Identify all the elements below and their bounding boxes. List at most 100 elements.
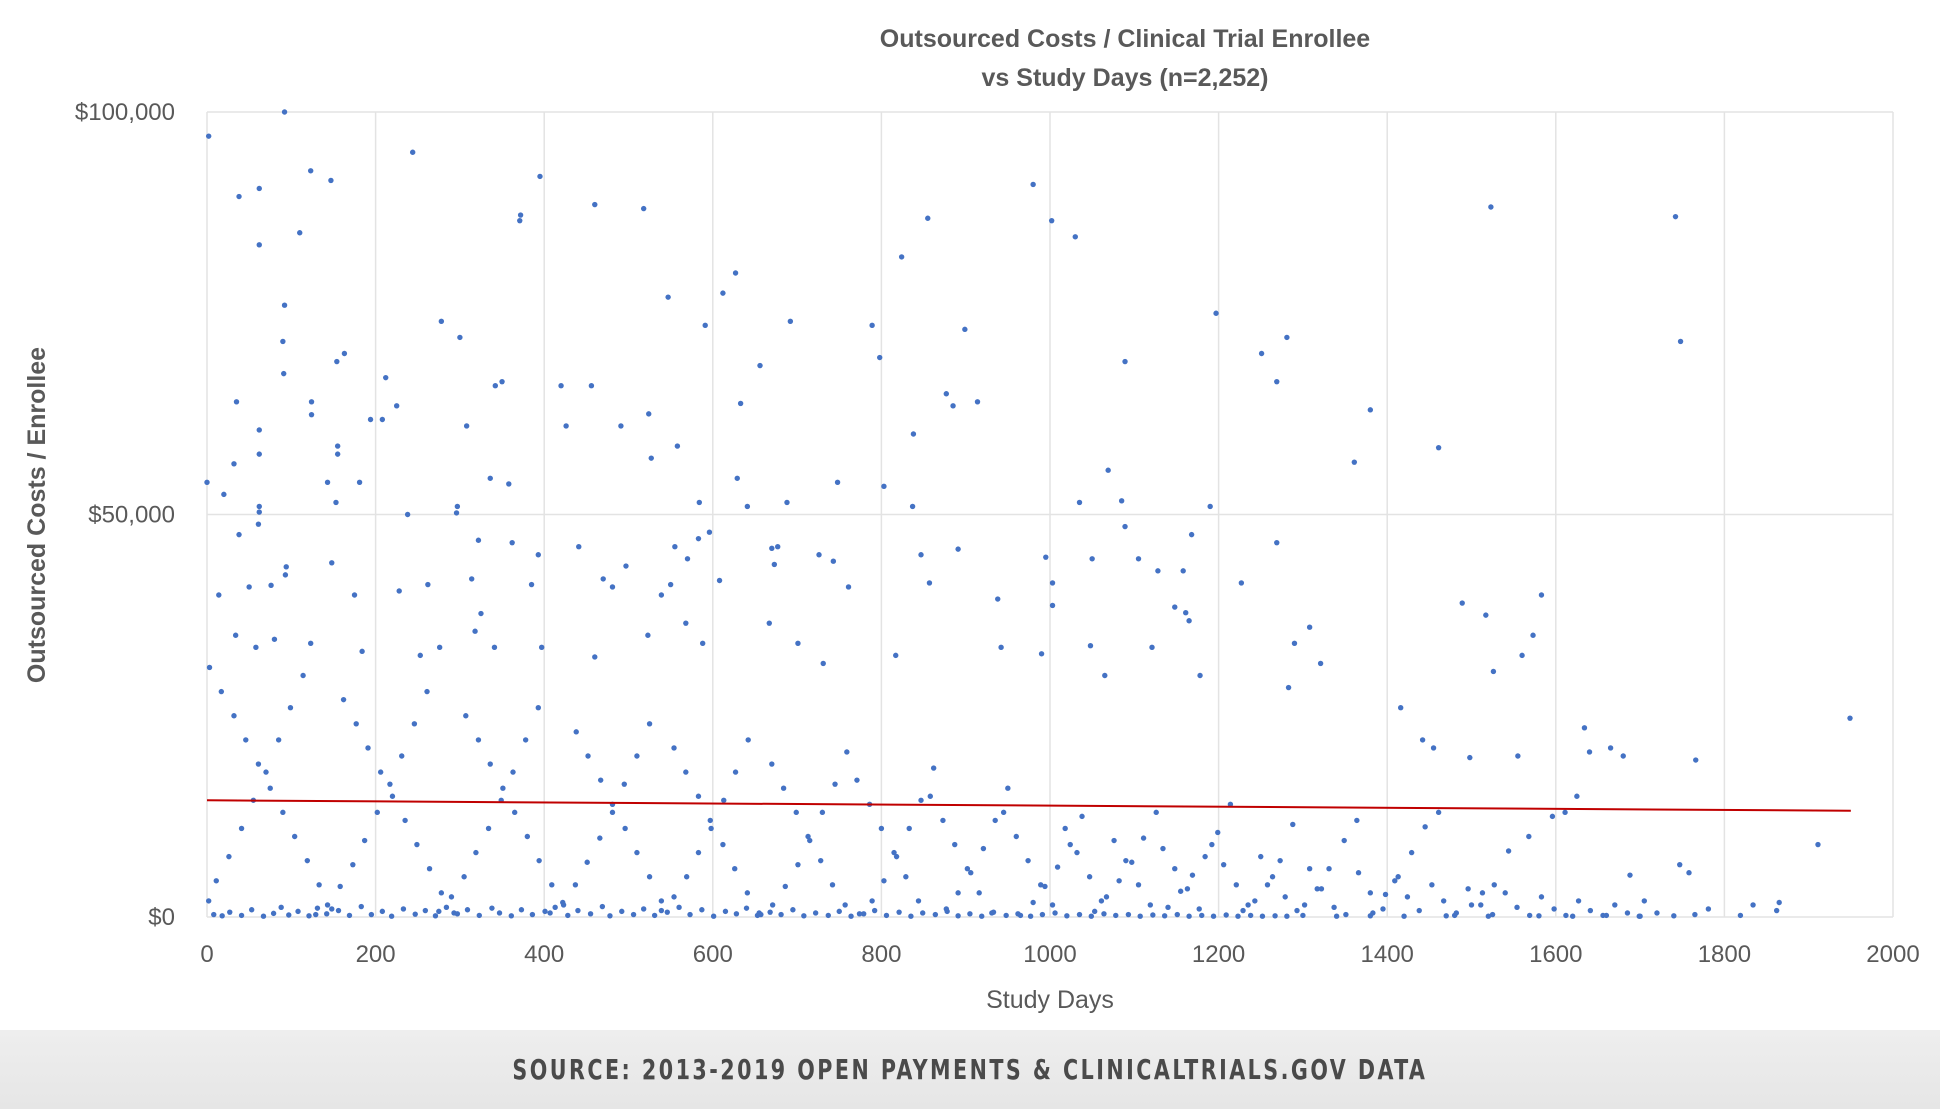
data-point — [720, 290, 726, 296]
data-point — [424, 688, 430, 695]
data-point — [351, 592, 358, 598]
data-point — [511, 809, 518, 816]
data-point — [353, 721, 359, 727]
data-point — [1514, 904, 1520, 911]
data-point — [1306, 624, 1313, 630]
data-point — [1135, 556, 1142, 562]
data-point — [346, 912, 353, 919]
y-tick-label: $100,000 — [75, 99, 175, 126]
data-point — [1422, 824, 1428, 830]
data-point — [457, 334, 463, 341]
data-point — [324, 911, 330, 917]
data-point — [306, 913, 312, 919]
data-point — [227, 909, 233, 915]
y-tick-label: $0 — [148, 904, 175, 931]
data-point — [778, 911, 784, 918]
data-point — [640, 906, 647, 912]
data-point — [1140, 835, 1147, 841]
data-point — [1569, 913, 1576, 919]
data-point — [834, 479, 841, 485]
data-point — [255, 761, 262, 767]
data-point — [1776, 899, 1782, 906]
data-point — [1490, 668, 1497, 675]
data-point — [1042, 883, 1048, 890]
data-point — [621, 781, 627, 787]
data-point — [324, 479, 331, 485]
data-point — [1641, 898, 1648, 904]
data-point — [1160, 845, 1166, 852]
data-point — [218, 688, 225, 695]
data-point — [387, 781, 393, 787]
data-point — [955, 546, 961, 552]
data-point — [696, 499, 703, 506]
data-point — [221, 491, 227, 498]
data-point — [805, 833, 811, 840]
data-point — [771, 561, 778, 568]
data-point — [918, 552, 924, 558]
data-point — [377, 769, 384, 775]
data-point — [219, 913, 225, 919]
data-point — [640, 205, 647, 212]
data-point — [684, 556, 691, 562]
data-point — [1294, 907, 1300, 914]
data-point — [500, 785, 506, 791]
data-point — [1049, 580, 1056, 586]
data-point — [529, 911, 536, 918]
data-point — [404, 511, 411, 518]
x-tick-label: 800 — [861, 941, 901, 968]
data-point — [995, 596, 1001, 602]
data-point — [676, 904, 682, 911]
data-point — [300, 672, 306, 679]
data-point — [1149, 644, 1155, 651]
data-point — [563, 423, 569, 429]
data-point — [1331, 904, 1337, 911]
data-point — [908, 913, 914, 919]
data-point — [393, 403, 400, 409]
data-point — [518, 907, 525, 913]
data-point — [535, 552, 541, 558]
data-point — [308, 411, 315, 418]
data-point — [1076, 499, 1083, 506]
data-point — [702, 322, 708, 329]
data-point — [844, 749, 850, 755]
data-point — [734, 475, 740, 481]
data-point — [915, 898, 922, 904]
data-point — [576, 544, 582, 550]
data-point — [314, 905, 321, 911]
data-point — [232, 632, 239, 638]
data-point — [990, 909, 997, 915]
x-tick-label: 200 — [356, 941, 396, 968]
data-point — [389, 793, 396, 799]
data-point — [1677, 338, 1684, 345]
data-point — [1317, 660, 1324, 667]
data-point — [1603, 912, 1610, 919]
data-point — [1174, 911, 1180, 918]
data-point — [1043, 554, 1049, 560]
data-point — [1467, 754, 1473, 761]
data-point — [1489, 911, 1496, 918]
data-point — [436, 908, 442, 915]
data-point — [1272, 913, 1278, 919]
data-point — [1202, 853, 1208, 860]
data-point — [707, 817, 713, 824]
data-point — [754, 912, 761, 919]
data-point — [1238, 580, 1245, 586]
data-point — [695, 849, 702, 856]
data-point — [699, 907, 705, 913]
data-point — [1624, 910, 1631, 916]
data-point — [1367, 890, 1374, 896]
data-point — [1223, 912, 1229, 918]
data-point — [695, 793, 702, 799]
data-point — [979, 913, 985, 919]
data-point — [722, 908, 729, 915]
data-point — [968, 870, 974, 876]
data-point — [1227, 801, 1234, 807]
data-point — [1435, 444, 1442, 451]
data-point — [271, 636, 278, 642]
data-point — [510, 769, 516, 775]
data-point — [1122, 523, 1128, 530]
data-point — [658, 592, 665, 598]
data-point — [733, 911, 740, 917]
data-point — [1030, 181, 1036, 188]
data-point — [732, 270, 739, 276]
